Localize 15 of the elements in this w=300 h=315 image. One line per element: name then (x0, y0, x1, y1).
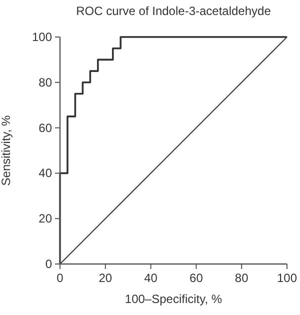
x-tick-label: 100 (276, 271, 298, 285)
y-tick-label: 0 (45, 257, 52, 271)
x-tick-label: 0 (56, 271, 64, 285)
y-axis-title: Sensitivity, % (0, 114, 13, 186)
y-tick-label: 20 (38, 212, 52, 226)
y-tick-label: 60 (38, 120, 52, 135)
x-tick-label: 60 (190, 271, 204, 285)
y-tick-label: 100 (32, 30, 52, 44)
chart-title: ROC curve of Indole-3-acetaldehyde (76, 4, 272, 18)
y-tick-label: 40 (38, 166, 52, 180)
x-tick-label: 20 (98, 271, 112, 285)
x-tick-label: 40 (144, 271, 158, 285)
y-tick-label: 80 (38, 75, 52, 90)
x-axis-title: 100–Specificity, % (124, 292, 222, 306)
x-tick-label: 80 (234, 271, 249, 285)
